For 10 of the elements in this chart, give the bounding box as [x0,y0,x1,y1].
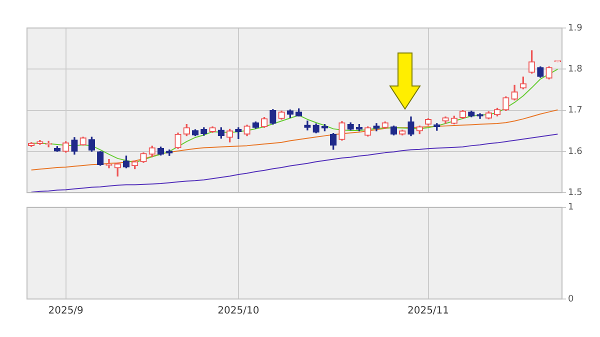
y-tick-label: 1 [568,202,574,213]
y-tick-label: 1.8 [568,64,583,74]
x-tick-label: 2025/11 [407,306,450,317]
y-tick-label: 1.9 [568,23,583,34]
y-tick-label: 1.5 [568,188,582,198]
y-tick-label: 1.6 [568,146,583,157]
y-tick-label: 1.7 [568,106,582,116]
x-tick-label: 2025/10 [218,306,260,317]
y-tick-label: 0 [568,294,574,304]
x-tick-label: 2025/9 [48,306,84,317]
